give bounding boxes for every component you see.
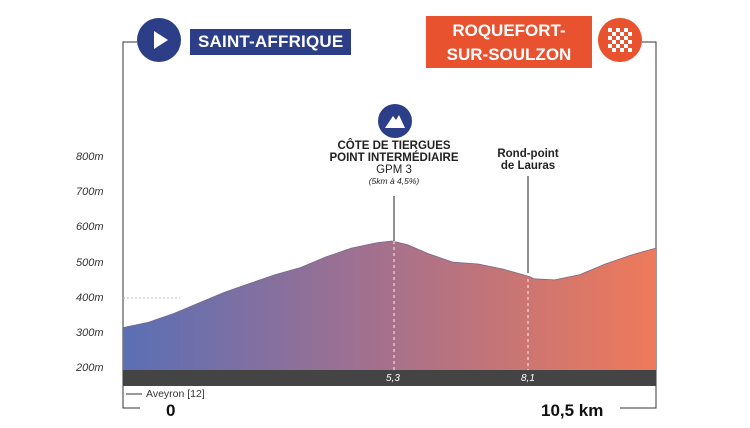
climb-category: GPM 3 xyxy=(376,164,412,176)
waypoint-name-line1: Rond-point xyxy=(497,148,559,160)
start-distance: 0 xyxy=(166,401,176,420)
elevation-line xyxy=(122,240,657,328)
elevation-tick-300: 300m xyxy=(76,327,104,339)
waypoint-km-label: 8,1 xyxy=(521,373,535,384)
climb-name-line2: POINT INTERMÉDIAIRE xyxy=(329,152,459,164)
start-town-label: SAINT-AFFRIQUE xyxy=(190,29,352,55)
finish-town-label: ROQUEFORT- SUR-SOULZON xyxy=(426,16,592,68)
climb-km-label: 5,3 xyxy=(386,373,400,384)
waypoint-name-line2: de Lauras xyxy=(500,160,556,172)
climb-name-line1: CÔTE DE TIERGUES xyxy=(337,140,451,152)
finish-town-line2: SUR-SOULZON xyxy=(446,45,572,64)
elevation-tick-200: 200m xyxy=(76,362,104,374)
distance-band xyxy=(123,370,656,386)
river-label: Aveyron [12] xyxy=(146,388,205,400)
elevation-tick-700: 700m xyxy=(76,186,104,198)
finish-distance: 10,5 km xyxy=(541,401,604,420)
finish-checkered-flag-icon xyxy=(598,18,642,62)
elevation-tick-600: 600m xyxy=(76,221,104,233)
elevation-area xyxy=(123,241,656,370)
start-frame-line xyxy=(122,41,140,409)
elevation-tick-800: 800m xyxy=(76,151,104,163)
finish-frame-line xyxy=(620,41,657,409)
climb-annotation: CÔTE DE TIERGUES POINT INTERMÉDIAIRE GPM… xyxy=(318,140,470,187)
climb-details: (5km à 4,5%) xyxy=(368,176,420,186)
elevation-tick-500: 500m xyxy=(76,257,104,269)
waypoint-annotation: Rond-point de Lauras xyxy=(484,148,572,172)
elevation-tick-400: 400m xyxy=(76,292,104,304)
mountain-climb-icon xyxy=(378,104,412,138)
finish-town-line1: ROQUEFORT- xyxy=(452,21,566,40)
start-play-icon xyxy=(137,18,181,62)
